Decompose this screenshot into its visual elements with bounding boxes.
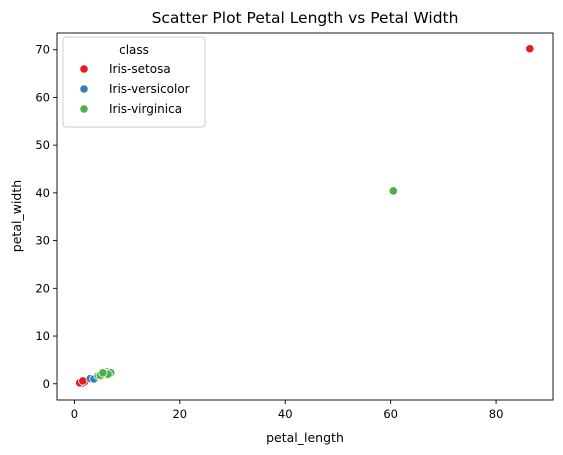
legend-label-0: Iris-setosa (109, 62, 171, 76)
x-tick-label-0: 0 (71, 407, 78, 421)
x-tick-label-3: 60 (383, 407, 398, 421)
legend-marker-1 (79, 84, 89, 94)
y-tick-label-5: 50 (35, 138, 50, 152)
y-tick-label-0: 0 (43, 377, 50, 391)
data-point-0-11 (525, 44, 535, 54)
plot-area: 0 20 40 60 80 0 10 20 30 40 50 60 70 (35, 32, 554, 421)
legend-label-2: Iris-virginica (109, 102, 182, 116)
y-tick-label-3: 30 (35, 234, 50, 248)
x-tick-label-2: 40 (278, 407, 293, 421)
y-tick-label-1: 10 (35, 329, 50, 343)
legend-box (62, 36, 206, 128)
y-axis-label: petal_width (9, 180, 24, 252)
data-point-2-18 (388, 186, 398, 196)
legend: class Iris-setosa Iris-versicolor Iris-vir… (62, 36, 206, 128)
x-axis-label: petal_length (266, 430, 344, 445)
x-tick-label-1: 20 (172, 407, 187, 421)
plot-frame (56, 32, 554, 401)
chart-title: Scatter Plot Petal Length vs Petal Width (152, 9, 459, 27)
legend-title: class (119, 43, 149, 57)
y-tick-label-2: 20 (35, 281, 50, 295)
legend-marker-0 (79, 64, 89, 74)
y-tick-label-6: 60 (35, 90, 50, 104)
legend-label-1: Iris-versicolor (109, 82, 190, 96)
y-tick-label-4: 40 (35, 186, 50, 200)
y-tick-label-7: 70 (35, 43, 50, 57)
data-point-2-17 (98, 368, 108, 378)
x-tick-label-4: 80 (489, 407, 504, 421)
legend-marker-2 (79, 104, 89, 114)
